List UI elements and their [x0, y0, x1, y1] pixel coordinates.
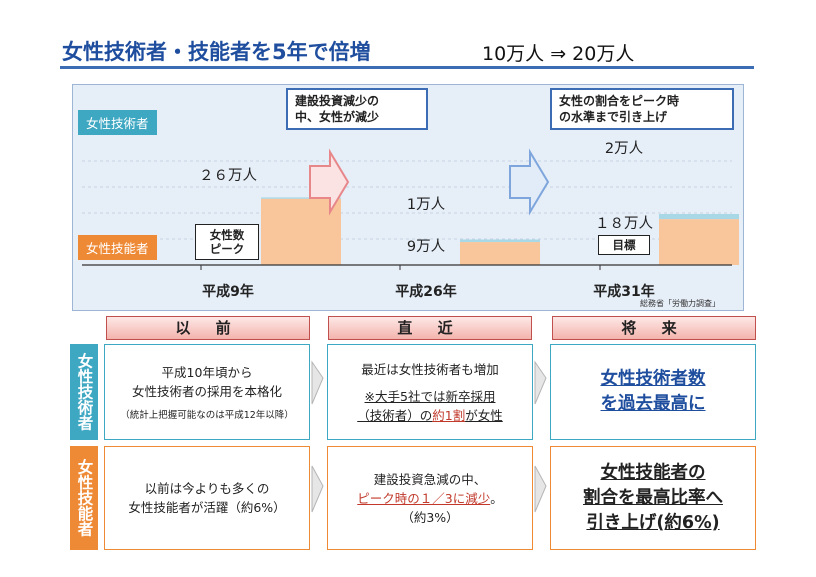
data-label-tech-h31: 2万人 — [604, 141, 644, 157]
bar-skill-2 — [659, 219, 739, 265]
row-label-tech: 女性技術者 — [70, 344, 98, 440]
cell-tech-before: 平成10年頃から 女性技術者の採用を本格化 （統計上把握可能なのは平成12年以降… — [104, 344, 310, 440]
cell-tech-recent-line3: （技術者）の約1割が女性 — [357, 406, 502, 425]
page-title: 女性技術者・技能者を5年で倍増 — [62, 40, 371, 64]
arrow-skill-1-icon — [311, 465, 324, 513]
cell-tech-future: 女性技術者数 を過去最高に — [550, 344, 756, 440]
x-tick-h26: 平成26年 — [395, 284, 457, 300]
arrow-decline-icon — [309, 148, 350, 216]
cell-skill-recent-line2-post: 。 — [490, 490, 503, 506]
cell-tech-before-line1: 平成10年頃から — [161, 365, 253, 380]
cell-tech-before-line2: 女性技術者の採用を本格化 — [131, 384, 282, 399]
row-label-skill-text: 女性技能者 — [75, 459, 94, 537]
callout-decline: 建設投資減少の 中、女性が減少 — [286, 88, 428, 130]
cell-skill-recent-line2: ピーク時の１／3に減少。 — [357, 489, 502, 508]
cell-skill-before-line2: 女性技能者が活躍（約6%） — [128, 500, 286, 515]
cell-skill-recent-line2-red: ピーク時の１／3に減少 — [357, 490, 491, 506]
source-note: 総務省「労働力調査」 — [640, 299, 720, 308]
cell-skill-recent-line3: （約3%） — [401, 509, 459, 525]
bar-chart — [82, 148, 739, 270]
cell-tech-recent-line1: 最近は女性技術者も増加 — [361, 361, 499, 377]
callout-target-text: 女性の割合をピーク時 の水準まで引き上げ — [559, 94, 680, 124]
tag-peak-text: 女性数 ピーク — [209, 228, 245, 256]
arrow-increase-icon — [509, 148, 550, 216]
callout-target: 女性の割合をピーク時 の水準まで引き上げ — [550, 88, 734, 130]
bar-skill-1 — [460, 242, 540, 265]
cell-skill-future-line3: 引き上げ(約6%) — [586, 512, 720, 533]
arrow-skill-2-icon — [534, 465, 547, 513]
data-label-skill-h31: １８万人 — [595, 216, 653, 232]
cell-tech-recent-line3-pre: （技術者）の — [357, 407, 433, 423]
column-header-recent: 直 近 — [328, 316, 532, 340]
row-label-skill: 女性技能者 — [70, 446, 98, 550]
tag-target: 目標 — [598, 235, 650, 255]
cell-tech-recent-line2: ※大手5社では新卒採用 — [364, 388, 496, 404]
column-header-future: 将 来 — [552, 316, 756, 340]
row-label-tech-text: 女性技術者 — [75, 353, 94, 431]
cell-tech-recent: 最近は女性技術者も増加 ※大手5社では新卒採用 （技術者）の約1割が女性 — [327, 344, 533, 440]
cell-skill-future-line2: 割合を最高比率へ — [583, 487, 723, 508]
bar-tech-0 — [261, 197, 341, 199]
bar-tech-2 — [659, 214, 739, 220]
cell-tech-recent-line3-red: 約1割 — [432, 407, 466, 423]
data-label-skill-h9: ２６万人 — [199, 168, 257, 184]
cell-tech-recent-line3-post: が女性 — [465, 407, 503, 423]
bar-tech-1 — [460, 239, 540, 243]
title-underline — [60, 66, 754, 69]
arrow-tech-1-icon — [311, 360, 324, 405]
cell-skill-recent: 建設投資急減の中、 ピーク時の１／3に減少。 （約3%） — [327, 446, 533, 550]
page-subtitle: 10万人 ⇒ 20万人 — [482, 43, 635, 65]
data-label-skill-h26: 9万人 — [406, 239, 446, 255]
legend-skill: 女性技能者 — [78, 235, 157, 260]
legend-tech: 女性技術者 — [78, 110, 157, 135]
cell-tech-future-line1: 女性技術者数 — [600, 369, 706, 389]
cell-skill-before-line1: 以前は今よりも多くの — [144, 481, 270, 496]
callout-decline-text: 建設投資減少の 中、女性が減少 — [295, 94, 380, 124]
tag-peak: 女性数 ピーク — [195, 224, 259, 260]
arrow-tech-2-icon — [534, 360, 547, 405]
cell-tech-future-line2: を過去最高に — [600, 394, 706, 414]
x-tick-h9: 平成9年 — [202, 284, 254, 300]
cell-skill-future: 女性技能者の 割合を最高比率へ 引き上げ(約6%) — [550, 446, 756, 550]
cell-tech-before-note: （統計上把握可能なのは平成12年以降） — [120, 410, 294, 421]
bar-skill-0 — [261, 198, 341, 265]
cell-skill-before: 以前は今よりも多くの 女性技能者が活躍（約6%） — [104, 446, 310, 550]
x-tick-h31: 平成31年 — [593, 284, 655, 300]
cell-skill-future-line1: 女性技能者の — [600, 462, 706, 483]
data-label-tech-h26: 1万人 — [406, 197, 446, 213]
cell-skill-recent-line1: 建設投資急減の中、 — [373, 471, 487, 487]
column-header-before: 以 前 — [106, 316, 310, 340]
